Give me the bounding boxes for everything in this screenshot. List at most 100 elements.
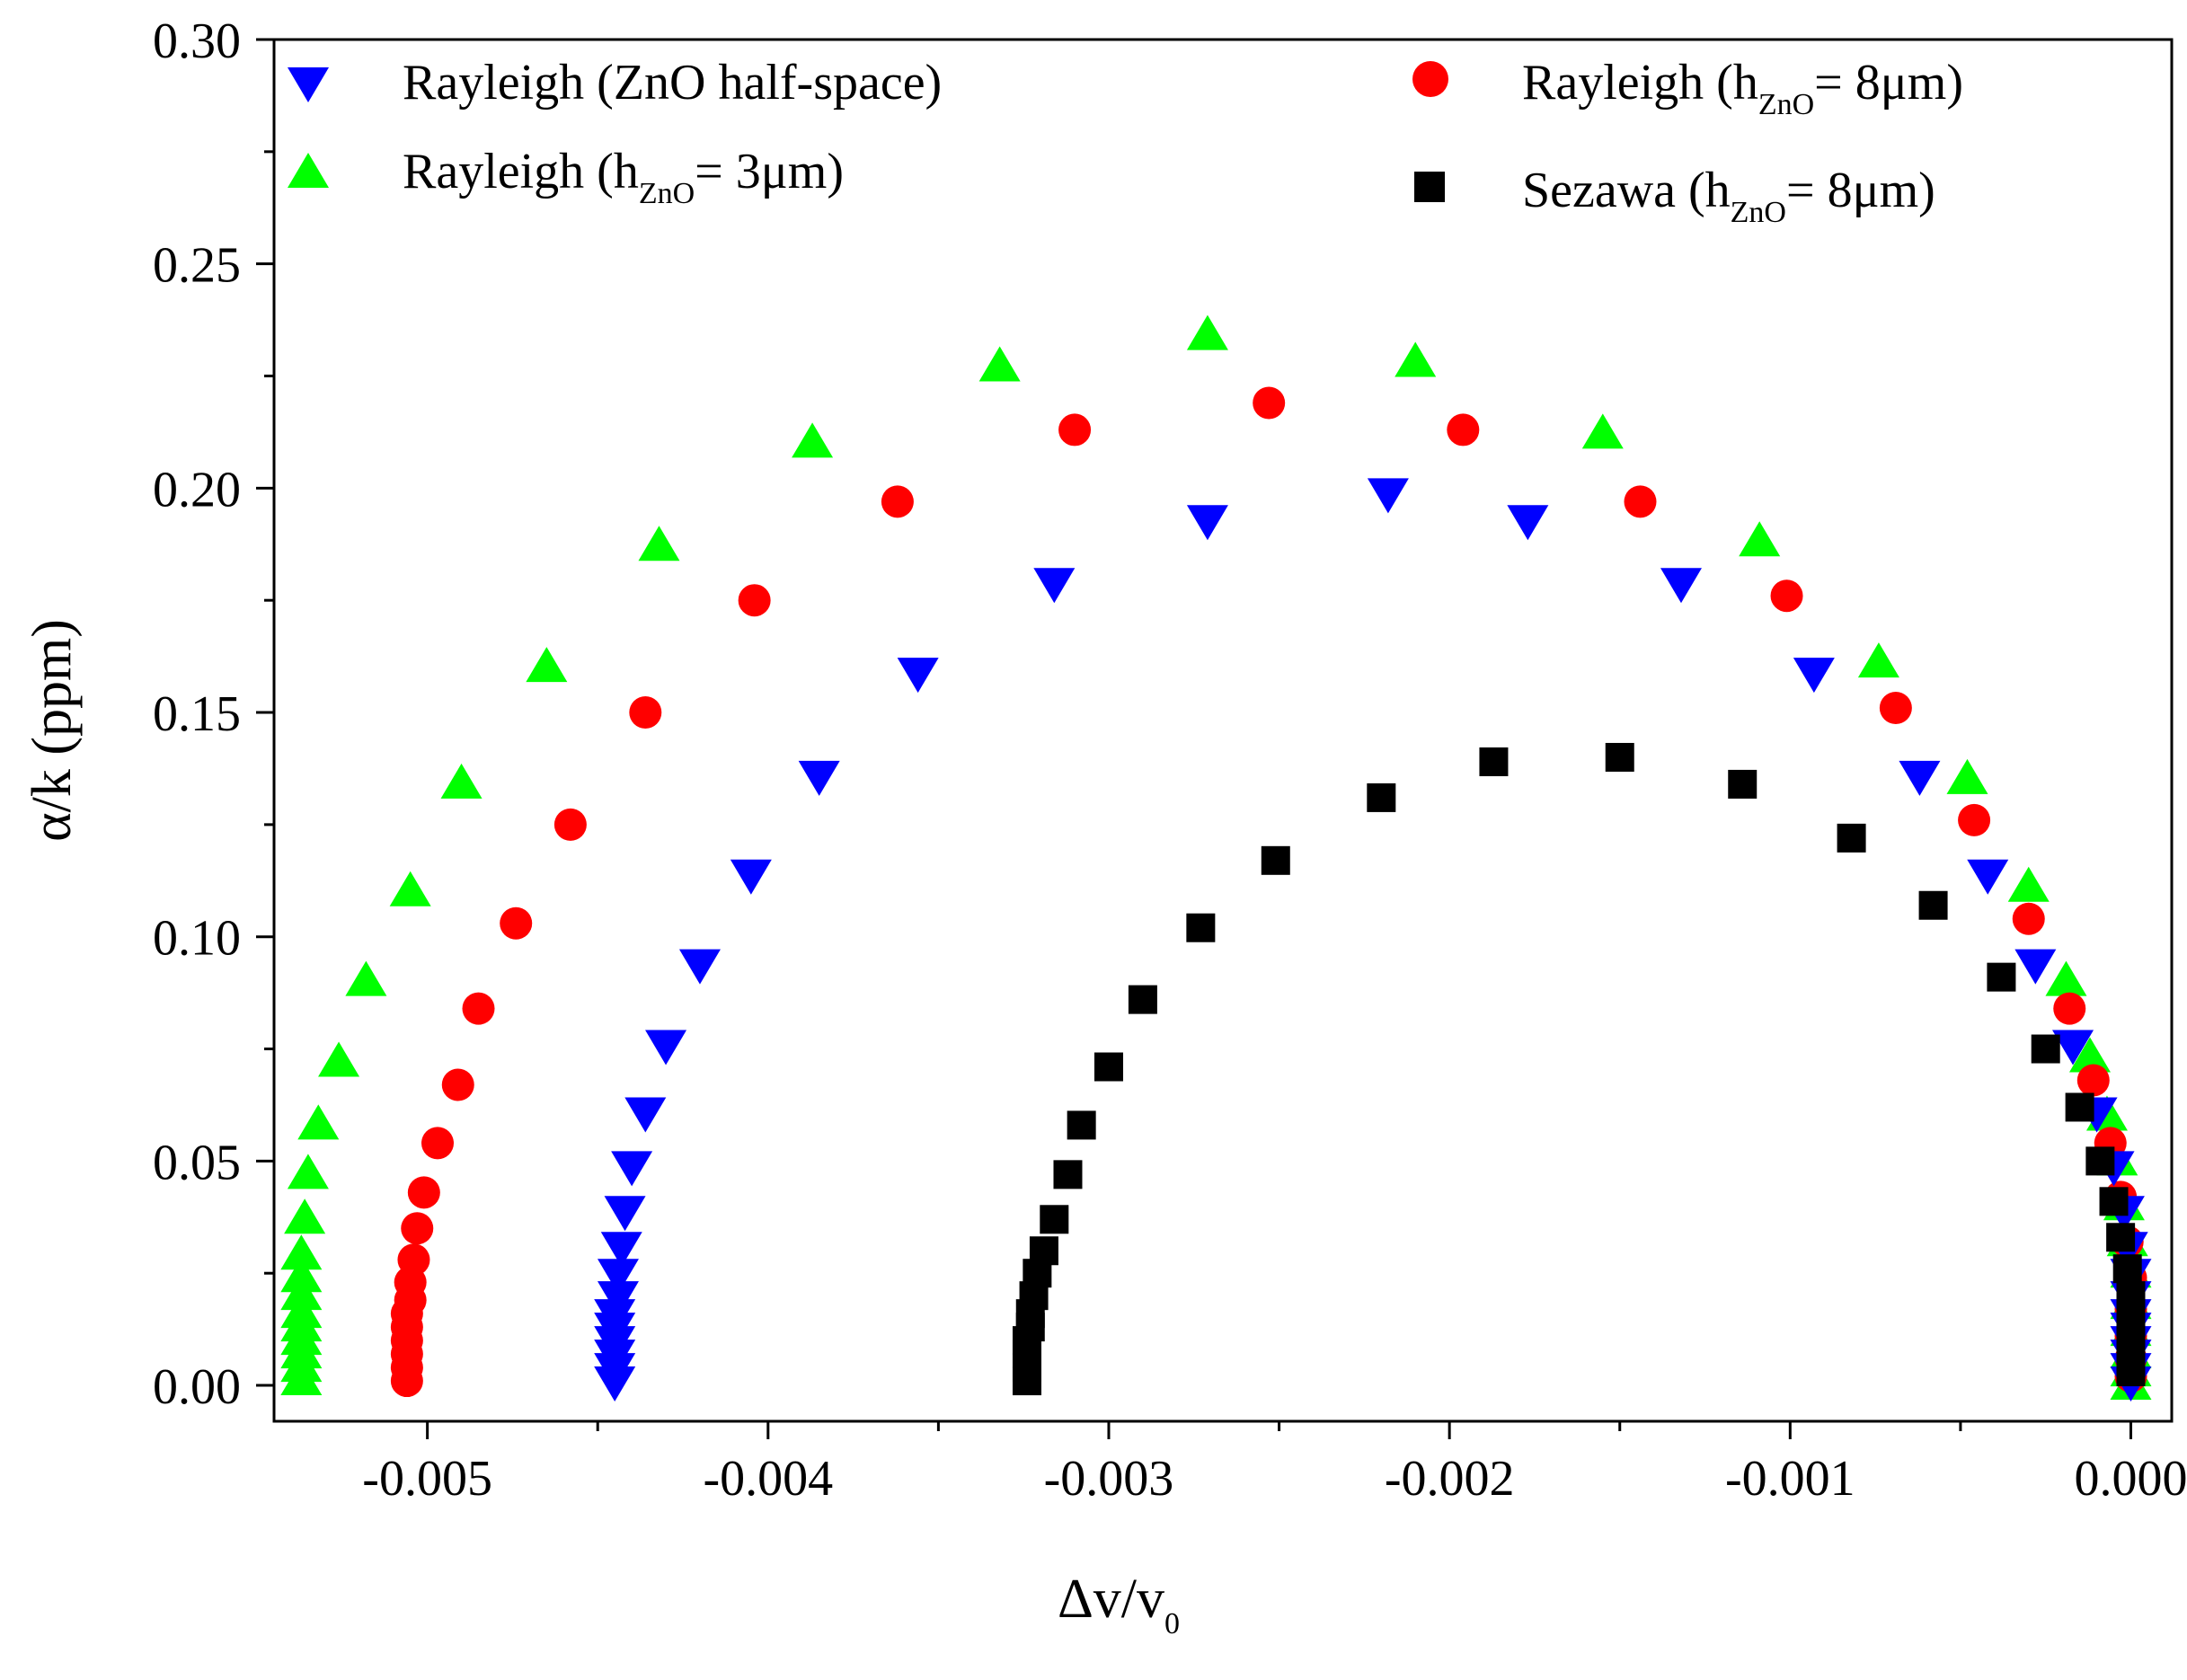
data-point xyxy=(2076,1064,2110,1097)
data-point xyxy=(280,1234,323,1270)
data-point xyxy=(2065,1092,2094,1122)
data-point xyxy=(2007,866,2050,902)
data-point xyxy=(897,658,939,694)
data-point xyxy=(1094,1052,1123,1082)
legend-marker-triangle-down xyxy=(288,67,329,102)
data-point xyxy=(1879,692,1912,725)
data-point xyxy=(441,1068,474,1101)
data-point xyxy=(1128,985,1157,1014)
x-tick-label: -0.005 xyxy=(362,1451,492,1507)
series-rayleigh_half_space xyxy=(594,478,2152,1402)
data-point xyxy=(1261,845,1290,875)
data-point xyxy=(287,1154,329,1189)
legend-entry-rayleigh-8um: Rayleigh (hZnO= 8μm) xyxy=(1412,55,1963,121)
data-point xyxy=(500,906,533,940)
data-point xyxy=(638,526,680,561)
data-point xyxy=(1918,890,1948,920)
data-point xyxy=(2012,902,2045,935)
legend-label: Sezawa (hZnO= 8μm) xyxy=(1522,163,1935,229)
x-axis-title-sub: 0 xyxy=(1164,1607,1180,1640)
data-point xyxy=(440,763,483,799)
data-point xyxy=(345,960,387,996)
y-tick-label: 0.05 xyxy=(153,1135,241,1190)
data-point xyxy=(1739,521,1781,557)
data-point xyxy=(2052,1030,2094,1065)
data-point xyxy=(280,1275,323,1311)
data-point xyxy=(421,1127,455,1160)
data-point xyxy=(1857,642,1899,678)
y-axis-title: α/k (ppm) xyxy=(22,619,83,842)
data-point xyxy=(1058,413,1092,447)
data-point xyxy=(1958,803,1991,836)
data-point xyxy=(600,1232,642,1268)
data-point xyxy=(594,1299,636,1335)
data-point xyxy=(1581,413,1624,449)
data-point xyxy=(1660,568,1702,604)
data-point xyxy=(738,584,771,617)
data-point xyxy=(2085,1146,2115,1176)
data-point xyxy=(526,647,568,683)
data-point xyxy=(553,808,587,841)
data-point xyxy=(2116,1357,2146,1387)
data-point xyxy=(1186,913,1216,942)
legend-marker-circle xyxy=(1412,61,1448,97)
data-points xyxy=(280,314,2152,1402)
data-point xyxy=(1967,859,2009,895)
data-point xyxy=(1395,341,1437,377)
plot-frame xyxy=(272,38,2174,1423)
data-point xyxy=(1770,579,1803,613)
data-point xyxy=(597,1281,639,1317)
series-sezawa_8um xyxy=(1012,742,2146,1396)
data-point xyxy=(1040,1205,1069,1234)
data-point xyxy=(389,871,431,906)
data-point xyxy=(401,1212,434,1245)
data-point xyxy=(2099,1187,2129,1216)
x-tick-labels: -0.005 -0.004 -0.003 -0.002 -0.001 0.000 xyxy=(362,1451,2187,1507)
y-tick-label: 0.00 xyxy=(153,1359,241,1415)
y-tick-label: 0.15 xyxy=(153,686,241,742)
data-point xyxy=(1507,505,1549,541)
axis-ticks xyxy=(256,38,2132,1439)
x-tick-label: -0.004 xyxy=(703,1451,833,1507)
data-point xyxy=(2112,1254,2142,1284)
data-point xyxy=(1479,747,1509,776)
series-rayleigh_3um xyxy=(280,314,2152,1401)
y-tick-label: 0.20 xyxy=(153,462,241,517)
y-tick-label: 0.25 xyxy=(153,238,241,294)
data-point xyxy=(1029,1236,1058,1266)
data-point xyxy=(645,1030,687,1065)
data-point xyxy=(1987,962,2016,992)
y-tick-label: 0.30 xyxy=(153,13,241,69)
data-point xyxy=(1186,314,1228,350)
data-point xyxy=(397,1243,430,1277)
data-point xyxy=(407,1176,440,1209)
data-point xyxy=(1367,783,1396,812)
data-point xyxy=(1186,505,1228,541)
y-tick-label: 0.10 xyxy=(153,911,241,967)
data-point xyxy=(1946,758,1988,794)
x-tick-label: -0.001 xyxy=(1725,1451,1855,1507)
data-point xyxy=(978,346,1021,382)
data-point xyxy=(1899,760,1941,796)
x-axis-title: Δv/v0 xyxy=(1058,1569,1180,1640)
data-point xyxy=(1253,386,1286,420)
data-point xyxy=(1067,1110,1096,1140)
data-point xyxy=(604,1196,646,1232)
legend-label: Rayleigh (hZnO= 3μm) xyxy=(403,144,844,210)
data-point xyxy=(2068,1037,2111,1073)
data-point xyxy=(1605,742,1634,772)
x-axis-title-main: Δv/v xyxy=(1058,1569,1164,1630)
legend-entry-sezawa-8um: Sezawa (hZnO= 8μm) xyxy=(1414,163,1935,229)
data-point xyxy=(297,1104,340,1140)
data-point xyxy=(1728,769,1758,799)
data-point xyxy=(1053,1160,1083,1189)
data-point xyxy=(2045,960,2087,996)
legend-label: Rayleigh (ZnO half-space) xyxy=(403,55,942,111)
data-point xyxy=(881,485,914,518)
data-point xyxy=(1447,413,1480,447)
legend-marker-square xyxy=(1414,172,1445,202)
data-point xyxy=(280,1293,323,1329)
legend-label: Rayleigh (hZnO= 8μm) xyxy=(1522,55,1963,121)
data-point xyxy=(280,1257,323,1293)
